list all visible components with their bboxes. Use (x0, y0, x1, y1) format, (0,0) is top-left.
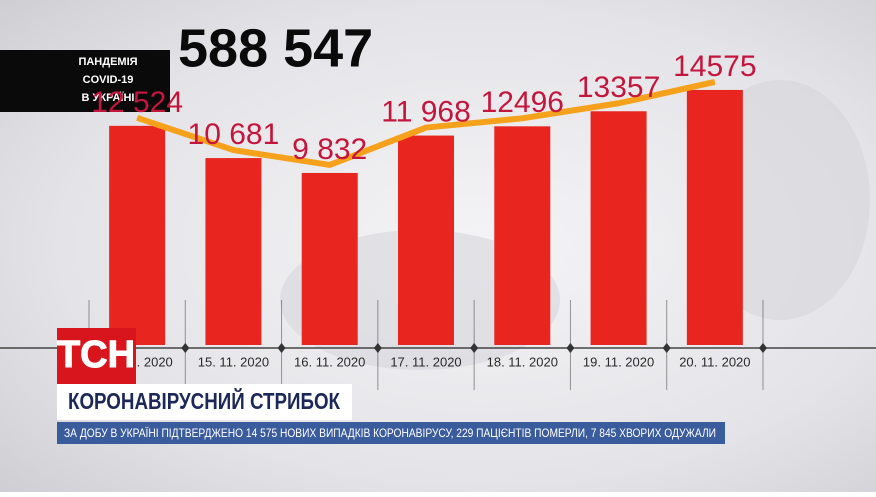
total: 588 547 (178, 18, 373, 78)
value-label: 10 681 (188, 118, 280, 151)
badge-line: ПАНДЕМІЯ (78, 56, 137, 68)
bar (109, 125, 166, 345)
badge-line: В УКРАЇНІ (82, 91, 135, 104)
bar (590, 111, 647, 345)
x-tick-label: 19. 11. 2020 (583, 354, 654, 369)
separator-diamond (277, 343, 286, 353)
ticker: ЗА ДОБУ В УКРАЇНІ ПІДТВЕРДЖЕНО 14 575 НО… (64, 426, 716, 440)
bar (398, 135, 454, 345)
badge-line: COVID-19 (83, 74, 134, 86)
separator-diamond (373, 343, 382, 353)
bar (494, 126, 551, 345)
value-label: 12496 (481, 86, 564, 119)
value-label: 9 832 (292, 133, 367, 166)
plot: 14. 11. 2020 15. 11. 2020 16. 11. 2020 17. … (0, 50, 876, 390)
separator-diamond (566, 343, 575, 353)
separator-diamond (759, 343, 767, 353)
x-tick-label: 18. 11. 2020 (487, 354, 558, 369)
separator-diamond (662, 343, 671, 353)
x-tick-label: 20. 11. 2020 (679, 354, 750, 369)
separator-diamond (470, 343, 479, 353)
bar (301, 172, 358, 345)
value-label: 12 524 (91, 86, 183, 119)
trend-line (136, 79, 716, 168)
value-label: 11 968 (381, 95, 471, 128)
logo: ТСН (57, 334, 135, 376)
x-tick-label: 15. 11. 2020 (198, 354, 269, 369)
value-label: 14575 (673, 50, 756, 83)
x-tick-label: 17. 11. 2020 (390, 354, 461, 369)
bar (205, 158, 262, 345)
separator-diamond (181, 343, 190, 353)
bar (686, 89, 743, 345)
ticker-box (57, 422, 725, 444)
headline-box (57, 384, 352, 420)
badge (0, 50, 170, 112)
headline: КОРОНАВІРУСНИЙ СТРИБОК (68, 387, 341, 414)
value-label: 13357 (577, 71, 660, 104)
x-tick-label: 16. 11. 2020 (294, 354, 365, 369)
